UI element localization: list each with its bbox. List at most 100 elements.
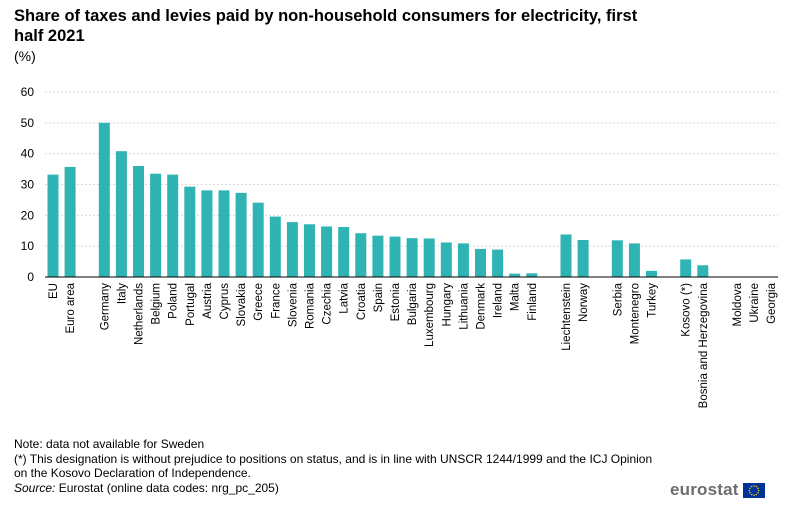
bars [47, 122, 709, 277]
y-axis-tick-labels: 0 10 20 30 40 50 60 [21, 85, 35, 284]
y-tick-label: 30 [21, 178, 35, 192]
x-tick-label: Slovenia [287, 282, 299, 327]
x-tick-label: Netherlands [134, 283, 146, 345]
x-tick-label: Austria [202, 282, 214, 318]
flag-star [756, 486, 759, 489]
x-axis-tick-labels: EU Euro area Germany Italy Netherlands Belgiu… [48, 282, 778, 408]
footnotes: Note: data not available for Sweden (*) … [14, 437, 654, 495]
y-tick-label: 10 [21, 239, 35, 253]
y-tick-label: 60 [21, 85, 35, 99]
bar-montenegro [628, 243, 640, 277]
bar-bulgaria [406, 238, 418, 277]
x-tick-label: Turkey [647, 283, 659, 318]
chart-title: Share of taxes and levies paid by non-ho… [14, 7, 638, 45]
bar-slovakia [235, 192, 247, 277]
bar-croatia [355, 233, 367, 277]
source-label: Source: [14, 480, 56, 495]
x-tick-label: Montenegro [629, 283, 641, 344]
bar-estonia [389, 236, 401, 277]
y-tick-label: 40 [21, 147, 35, 161]
x-tick-label: Ireland [493, 283, 505, 318]
x-tick-label: Italy [116, 283, 128, 304]
x-tick-label: France [270, 283, 282, 319]
unit-label: (%) [14, 48, 36, 64]
bar-latvia [338, 227, 350, 277]
flag-star [748, 491, 751, 494]
x-tick-label: Malta [510, 282, 522, 311]
note-missing-data: Note: data not available for Sweden [14, 437, 205, 451]
flag-star [755, 485, 757, 487]
y-tick-label: 50 [21, 116, 35, 130]
x-tick-label: Hungary [441, 283, 453, 327]
x-tick-label: Finland [527, 283, 539, 321]
bar-liechtenstein [560, 234, 572, 277]
x-tick-label: Liechtenstein [561, 283, 573, 351]
x-tick-label: Denmark [476, 283, 488, 330]
bar-norway [577, 240, 589, 277]
y-tick-label: 0 [27, 270, 34, 284]
bar-belgium [150, 173, 162, 277]
bar-portugal [184, 186, 196, 277]
x-tick-label: Greece [253, 283, 265, 321]
x-tick-label: Euro area [65, 282, 77, 333]
x-tick-label: Czechia [322, 282, 334, 324]
x-tick-label: Kosovo (*) [681, 283, 693, 337]
bar-kosovo [680, 259, 692, 277]
y-tick-label: 20 [21, 208, 35, 222]
bar-italy [115, 151, 127, 277]
bar-eu [47, 174, 59, 277]
flag-star [755, 493, 757, 495]
bar-chart: 0 10 20 30 40 50 60 EU Euro area Germany Italy Net… [21, 85, 779, 408]
bar-poland [167, 174, 179, 277]
bar-denmark [475, 248, 486, 277]
x-tick-label: Croatia [356, 282, 368, 320]
note-kosovo: (*) This designation is without prejudic… [14, 451, 653, 481]
bar-netherlands [133, 166, 144, 277]
flag-star [748, 486, 751, 489]
x-tick-label: Poland [168, 283, 180, 319]
flag-field [742, 482, 765, 498]
bar-austria [201, 190, 213, 277]
bar-serbia [611, 240, 623, 277]
x-tick-label: Slovakia [236, 282, 248, 326]
flag-star [750, 485, 753, 487]
bar-germany [98, 122, 110, 277]
flag-star [757, 489, 760, 491]
flag-star [752, 493, 755, 496]
bar-spain [372, 235, 384, 277]
x-tick-label: Belgium [151, 283, 163, 325]
eu-flag-icon [742, 482, 765, 498]
bar-turkey [646, 270, 657, 277]
bar-czechia [321, 226, 333, 277]
bar-cyprus [218, 190, 230, 277]
flag-star [752, 484, 755, 487]
x-tick-label: Ukraine [749, 283, 761, 323]
bar-malta [509, 273, 521, 277]
source-line: Source: Eurostat (online data codes: nrg… [14, 481, 654, 496]
x-tick-label: Luxembourg [424, 283, 436, 347]
x-tick-label: Cyprus [219, 283, 231, 320]
x-tick-label: Lithuania [458, 282, 470, 329]
x-tick-label: Spain [373, 283, 385, 312]
x-tick-label: Moldova [732, 282, 744, 326]
bar-slovenia [286, 222, 298, 277]
x-tick-label: Georgia [766, 282, 778, 324]
bar-france [269, 216, 281, 277]
x-tick-label: Estonia [390, 282, 402, 321]
flag-star [748, 489, 750, 491]
flag-star [750, 493, 753, 495]
bar-luxembourg [423, 238, 435, 277]
x-tick-label: Latvia [339, 282, 351, 313]
x-tick-label: Portugal [185, 283, 197, 326]
bar-lithuania [457, 243, 469, 277]
bar-ireland [492, 249, 504, 277]
x-tick-label: Germany [99, 283, 111, 331]
x-tick-label: Serbia [612, 282, 624, 316]
bar-greece [252, 202, 264, 277]
bar-finland [526, 273, 538, 277]
bar-romania [304, 224, 315, 277]
x-tick-label: Norway [578, 283, 590, 322]
flag-star [756, 491, 759, 494]
bar-euro-area [64, 166, 76, 277]
logo-wordmark: eurostat [670, 480, 739, 499]
